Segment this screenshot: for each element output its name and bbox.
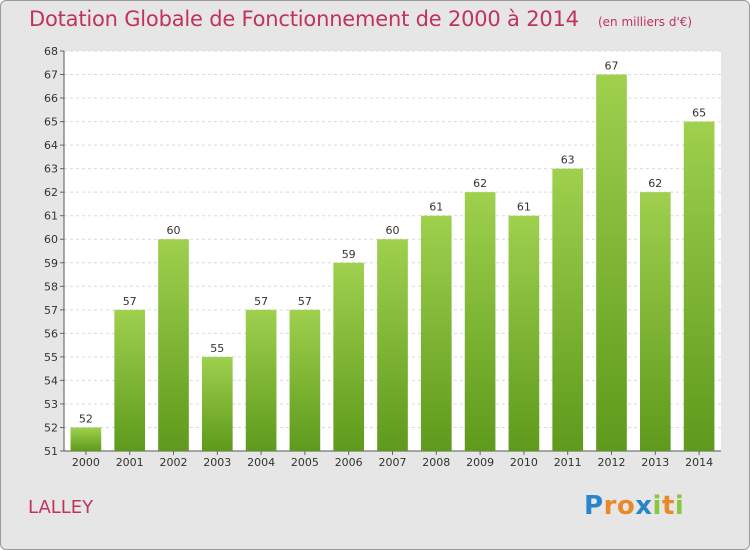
y-tick-label: 67: [44, 69, 58, 82]
bar: [245, 309, 277, 451]
data-label: 62: [473, 177, 487, 190]
y-tick-label: 64: [44, 139, 58, 152]
data-label: 62: [648, 177, 662, 190]
x-tick-label: 2014: [685, 456, 713, 469]
y-tick-label: 60: [44, 233, 58, 246]
data-label: 63: [561, 154, 575, 167]
bar: [552, 168, 584, 451]
data-label: 57: [123, 295, 137, 308]
x-tick-label: 2011: [554, 456, 582, 469]
bar: [596, 74, 627, 451]
x-tick-label: 2008: [422, 456, 450, 469]
city-name: LALLEY: [28, 497, 94, 518]
data-label: 65: [692, 107, 706, 120]
x-tick-label: 2000: [72, 456, 100, 469]
proxiti-logo: Proxiti: [584, 491, 684, 521]
x-tick-label: 2013: [641, 456, 669, 469]
data-label: 67: [605, 60, 619, 73]
y-tick-label: 68: [44, 45, 58, 58]
x-tick-label: 2004: [247, 456, 275, 469]
chart-subtitle: (en milliers d'€): [597, 15, 693, 29]
x-tick-label: 2012: [598, 456, 626, 469]
logo-letter: i: [652, 491, 662, 521]
logo-letter: r: [603, 491, 617, 521]
y-tick-label: 65: [44, 116, 58, 129]
bar: [114, 309, 146, 451]
data-label: 61: [517, 201, 531, 214]
bar: [289, 309, 321, 451]
y-tick-label: 59: [44, 257, 58, 270]
logo-letter: x: [635, 491, 653, 521]
y-tick-label: 66: [44, 92, 58, 105]
y-tick-label: 54: [44, 374, 58, 387]
data-label: 57: [254, 295, 268, 308]
x-tick-label: 2003: [203, 456, 231, 469]
bar: [683, 121, 715, 452]
y-tick-label: 55: [44, 351, 58, 364]
y-tick-label: 57: [44, 304, 58, 317]
bar: [420, 215, 452, 451]
y-tick-label: 62: [44, 186, 58, 199]
logo-letter: o: [616, 491, 636, 521]
logo-letter: P: [584, 491, 604, 521]
data-label: 59: [342, 248, 356, 261]
bar: [158, 239, 189, 451]
y-tick-label: 56: [44, 327, 58, 340]
chart-title: Dotation Globale de Fonctionnement de 20…: [29, 7, 579, 31]
y-tick-label: 52: [44, 421, 58, 434]
chart-title-row: Dotation Globale de Fonctionnement de 20…: [29, 7, 692, 31]
y-tick-label: 53: [44, 398, 58, 411]
x-tick-label: 2006: [335, 456, 363, 469]
bar: [508, 215, 540, 451]
bar: [201, 356, 233, 451]
x-tick-label: 2001: [116, 456, 144, 469]
y-tick-label: 61: [44, 210, 58, 223]
bar: [464, 192, 496, 452]
data-label: 57: [298, 295, 312, 308]
bar: [333, 262, 365, 451]
y-tick-label: 51: [44, 445, 58, 458]
data-label: 60: [167, 224, 181, 237]
y-tick-label: 58: [44, 280, 58, 293]
y-tick-label: 63: [44, 163, 58, 176]
data-label: 60: [386, 224, 400, 237]
x-tick-label: 2010: [510, 456, 538, 469]
logo-letter: t: [661, 491, 675, 521]
bar: [639, 192, 671, 452]
data-label: 55: [210, 342, 224, 355]
x-tick-label: 2007: [379, 456, 407, 469]
x-tick-label: 2002: [160, 456, 188, 469]
data-label: 52: [79, 412, 93, 425]
x-tick-label: 2005: [291, 456, 319, 469]
x-tick-label: 2009: [466, 456, 494, 469]
bar: [70, 427, 102, 451]
data-label: 61: [429, 201, 443, 214]
logo-letter: i: [674, 491, 685, 521]
bar: [377, 239, 408, 451]
